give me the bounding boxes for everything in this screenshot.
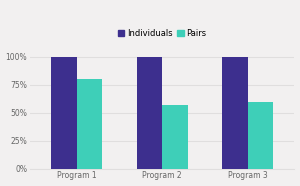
Bar bbox=[248, 102, 273, 169]
Legend: Individuals, Pairs: Individuals, Pairs bbox=[114, 25, 210, 41]
Bar bbox=[51, 57, 77, 169]
Bar bbox=[77, 79, 103, 169]
Bar bbox=[222, 57, 248, 169]
Bar bbox=[136, 57, 162, 169]
Bar bbox=[162, 105, 188, 169]
